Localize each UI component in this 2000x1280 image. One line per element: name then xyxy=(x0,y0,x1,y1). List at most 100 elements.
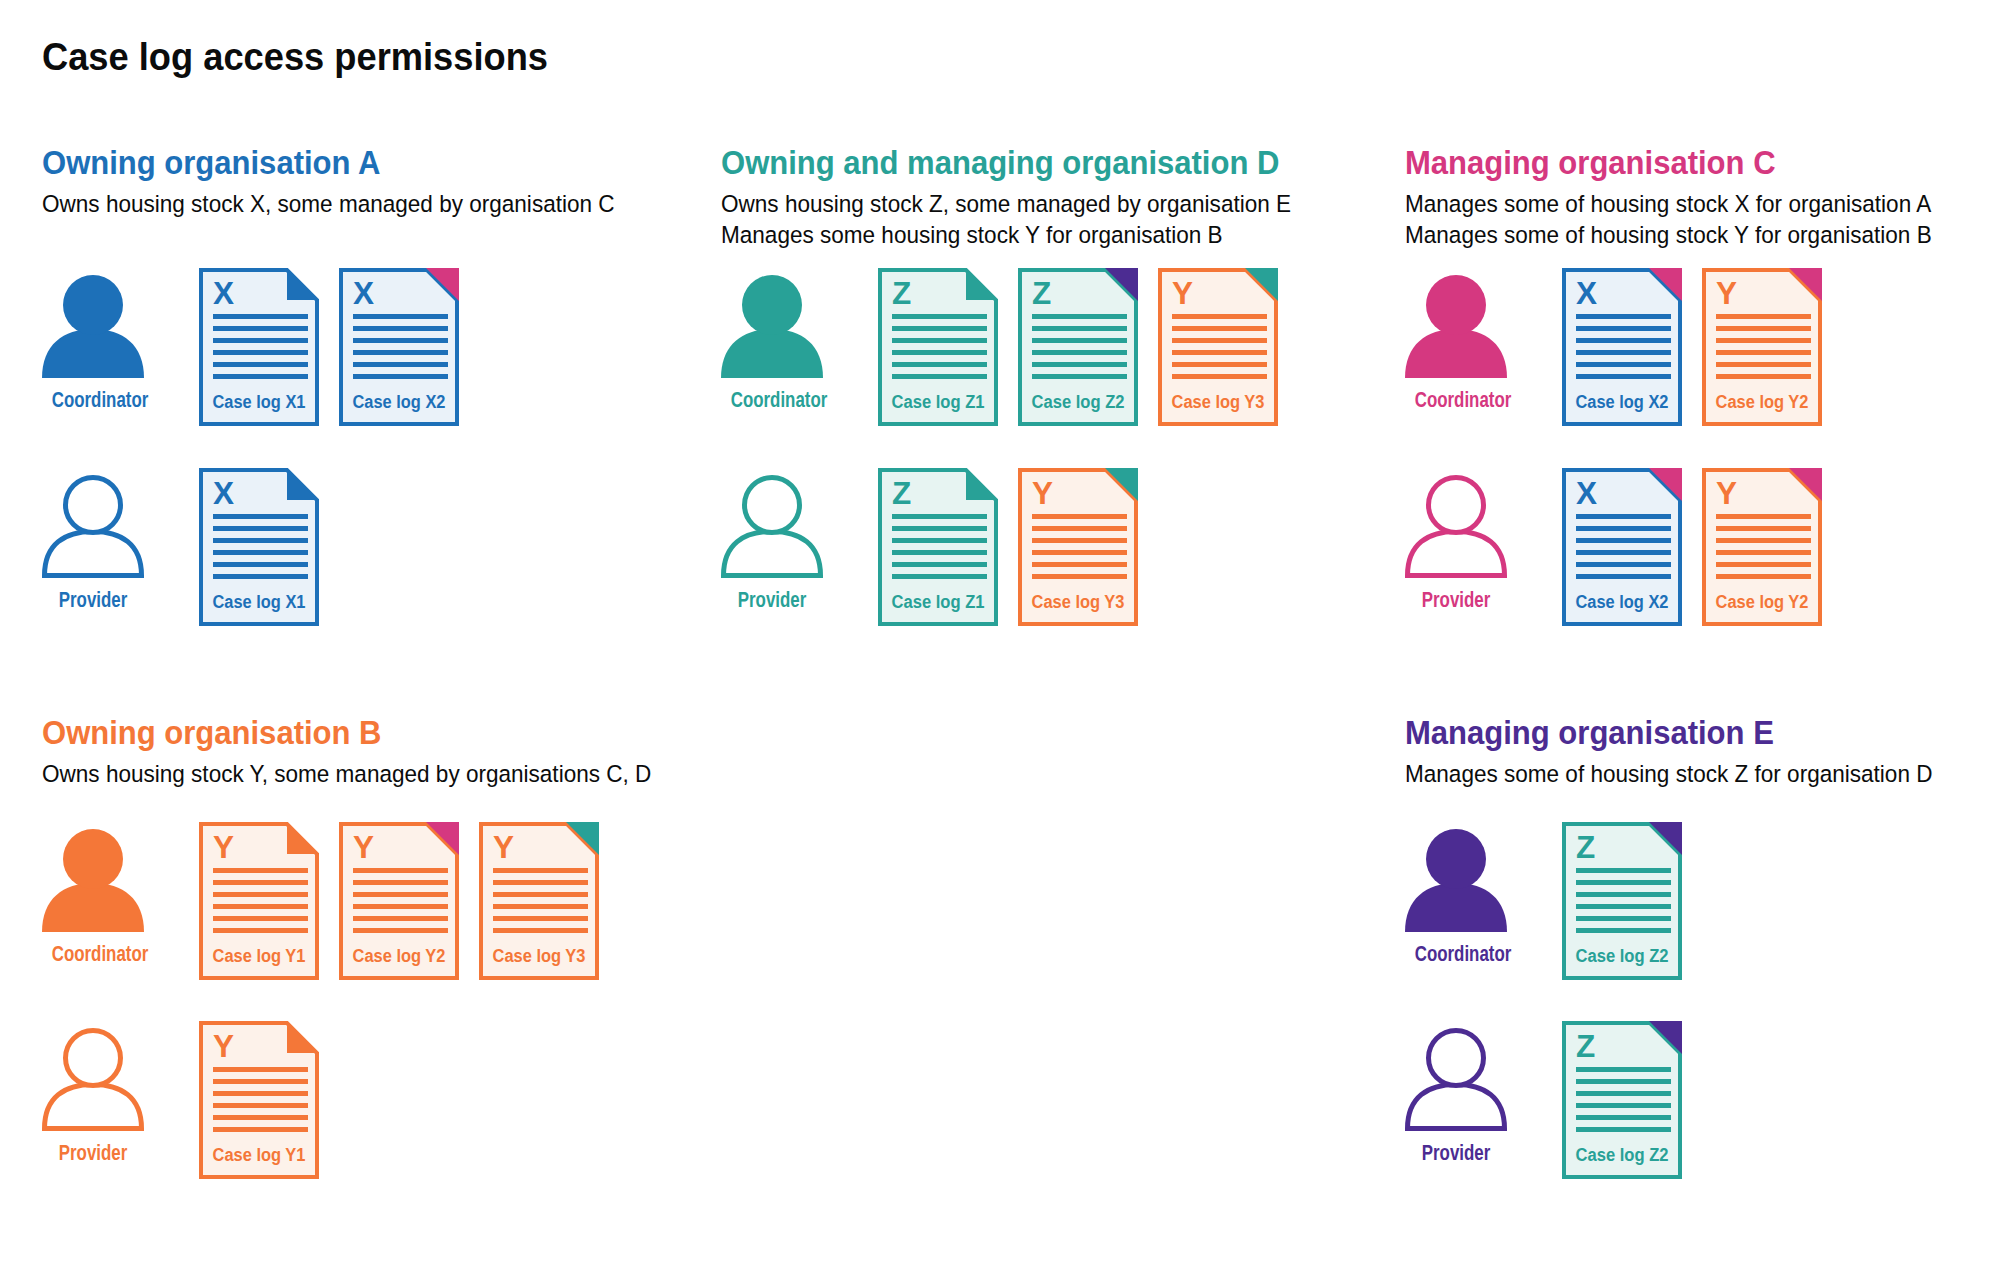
person-icon xyxy=(41,473,145,580)
stock-letter: Z xyxy=(892,275,911,311)
case-log-doc: Y Case log Y2 xyxy=(1702,468,1822,626)
case-log-document-icon: Y Case log Y2 xyxy=(339,822,459,980)
case-log-label: Case log Y3 xyxy=(493,946,586,966)
case-log-label: Case log Z1 xyxy=(892,392,985,412)
person-icon xyxy=(41,1026,145,1133)
case-log-document-icon: Y Case log Y3 xyxy=(479,822,599,980)
section-heading: Owning and managing organisation D xyxy=(721,145,1279,181)
case-log-doc: Y Case log Y2 xyxy=(1702,268,1822,426)
person-icon xyxy=(1404,473,1508,580)
stock-letter: X xyxy=(1576,275,1597,311)
person-icon xyxy=(41,273,145,380)
case-log-document-icon: Y Case log Y3 xyxy=(1018,468,1138,626)
case-log-doc: Z Case log Z2 xyxy=(1018,268,1138,426)
section-org-b: Owning organisation B Owns housing stock … xyxy=(42,712,652,1272)
case-log-doc: Y Case log Y2 xyxy=(339,822,459,980)
stock-letter: Y xyxy=(1716,475,1737,511)
case-log-doc: Z Case log Z2 xyxy=(1562,1021,1682,1179)
section-description-line: Manages some of housing stock Y for orga… xyxy=(1405,219,1932,250)
person-role-label: Provider xyxy=(52,1140,135,1166)
section-description: Owns housing stock Y, some managed by or… xyxy=(42,758,651,789)
person-role-label: Coordinator xyxy=(731,387,814,413)
section-description-line: Owns housing stock X, some managed by or… xyxy=(42,188,615,219)
folded-corner-icon xyxy=(966,470,996,500)
person-role-label: Provider xyxy=(1415,1140,1498,1166)
person-provider: Provider xyxy=(1401,1026,1511,1166)
stock-letter: Y xyxy=(213,829,234,865)
case-log-document-icon: X Case log X2 xyxy=(1562,268,1682,426)
case-log-label: Case log X1 xyxy=(213,392,306,412)
folded-corner-icon xyxy=(287,1023,317,1053)
section-org-a: Owning organisation A Owns housing stock … xyxy=(42,142,652,702)
case-log-label: Case log Y1 xyxy=(213,946,306,966)
case-log-document-icon: Z Case log Z2 xyxy=(1562,1021,1682,1179)
case-log-document-icon: Z Case log Z1 xyxy=(878,268,998,426)
folded-corner-icon xyxy=(287,824,317,854)
person-icon xyxy=(41,827,145,934)
stock-letter: Y xyxy=(353,829,374,865)
case-log-label: Case log Z1 xyxy=(892,592,985,612)
case-log-label: Case log Y2 xyxy=(1716,592,1809,612)
section-org-d: Owning and managing organisation D Owns h… xyxy=(721,142,1331,702)
stock-letter: Z xyxy=(1032,275,1051,311)
person-role-label: Provider xyxy=(1415,587,1498,613)
case-log-label: Case log X2 xyxy=(353,392,446,412)
folded-corner-icon xyxy=(287,470,317,500)
case-log-document-icon: X Case log X2 xyxy=(1562,468,1682,626)
case-log-doc: X Case log X1 xyxy=(199,268,319,426)
person-role-label: Provider xyxy=(731,587,814,613)
case-log-document-icon: Y Case log Y1 xyxy=(199,1021,319,1179)
person-role-label: Coordinator xyxy=(1415,387,1498,413)
case-log-doc: Z Case log Z2 xyxy=(1562,822,1682,980)
stock-letter: X xyxy=(213,475,234,511)
stock-letter: Y xyxy=(1716,275,1737,311)
stock-letter: Y xyxy=(1032,475,1053,511)
case-log-doc: X Case log X2 xyxy=(1562,468,1682,626)
case-log-document-icon: X Case log X2 xyxy=(339,268,459,426)
section-org-c: Managing organisation C Manages some of h… xyxy=(1405,142,2000,702)
case-log-label: Case log Y2 xyxy=(353,946,446,966)
case-log-label: Case log X2 xyxy=(1576,392,1669,412)
person-icon xyxy=(1404,273,1508,380)
person-role-label: Provider xyxy=(52,587,135,613)
case-log-document-icon: X Case log X1 xyxy=(199,268,319,426)
person-icon xyxy=(720,273,824,380)
case-log-document-icon: Z Case log Z2 xyxy=(1018,268,1138,426)
stock-letter: X xyxy=(353,275,374,311)
case-log-label: Case log X2 xyxy=(1576,592,1669,612)
folded-corner-icon xyxy=(287,270,317,300)
case-log-doc: Z Case log Z1 xyxy=(878,268,998,426)
section-description: Manages some of housing stock X for orga… xyxy=(1405,188,1932,250)
case-log-doc: Z Case log Z1 xyxy=(878,468,998,626)
person-icon xyxy=(1404,1026,1508,1133)
case-log-doc: X Case log X2 xyxy=(339,268,459,426)
stock-letter: X xyxy=(213,275,234,311)
page-title: Case log access permissions xyxy=(42,35,548,79)
case-log-doc: X Case log X2 xyxy=(1562,268,1682,426)
section-description: Owns housing stock Z, some managed by or… xyxy=(721,188,1291,250)
case-log-doc: Y Case log Y1 xyxy=(199,1021,319,1179)
case-log-label: Case log Z2 xyxy=(1576,946,1669,966)
case-log-document-icon: Z Case log Z2 xyxy=(1562,822,1682,980)
person-provider: Provider xyxy=(1401,473,1511,613)
section-description-line: Manages some of housing stock X for orga… xyxy=(1405,188,1932,219)
case-log-document-icon: Y Case log Y2 xyxy=(1702,268,1822,426)
case-log-document-icon: Z Case log Z1 xyxy=(878,468,998,626)
case-log-doc: Y Case log Y3 xyxy=(479,822,599,980)
stock-letter: Z xyxy=(892,475,911,511)
person-coordinator: Coordinator xyxy=(1401,827,1511,967)
person-icon xyxy=(720,473,824,580)
case-log-document-icon: Y Case log Y3 xyxy=(1158,268,1278,426)
case-log-doc: Y Case log Y3 xyxy=(1158,268,1278,426)
person-icon xyxy=(1404,827,1508,934)
case-log-document-icon: X Case log X1 xyxy=(199,468,319,626)
person-role-label: Coordinator xyxy=(1415,941,1498,967)
section-heading: Managing organisation C xyxy=(1405,145,1776,181)
case-log-label: Case log Y3 xyxy=(1032,592,1125,612)
person-provider: Provider xyxy=(38,473,148,613)
section-heading: Owning organisation A xyxy=(42,145,380,181)
case-log-label: Case log Y3 xyxy=(1172,392,1265,412)
person-role-label: Coordinator xyxy=(52,941,135,967)
section-heading: Owning organisation B xyxy=(42,715,382,751)
person-coordinator: Coordinator xyxy=(38,827,148,967)
